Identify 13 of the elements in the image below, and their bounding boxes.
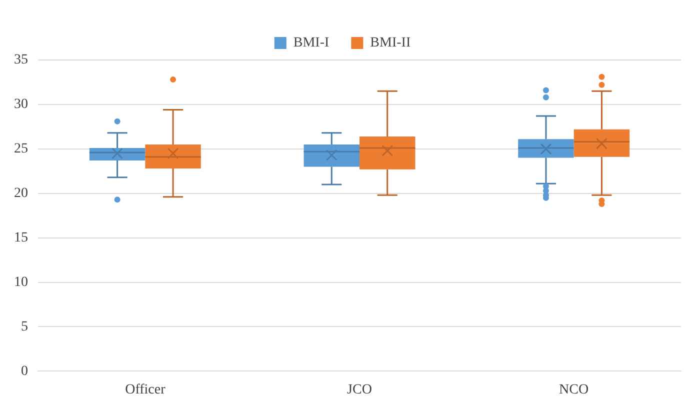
y-tick-label: 10 xyxy=(14,274,28,290)
y-tick-label: 15 xyxy=(14,230,28,246)
x-tick-label: JCO xyxy=(347,382,372,398)
x-tick-label: NCO xyxy=(559,382,589,398)
y-tick-label: 25 xyxy=(14,142,28,157)
y-tick-label: 35 xyxy=(14,52,28,68)
x-tick-label: Officer xyxy=(125,382,166,398)
legend-label: BMI-II xyxy=(370,36,411,51)
y-tick-label: 30 xyxy=(14,97,28,112)
y-tick-label: 20 xyxy=(14,186,28,202)
legend-label: BMI-I xyxy=(293,36,330,51)
y-tick-label: 5 xyxy=(21,319,28,334)
y-tick-label: 0 xyxy=(21,364,28,379)
